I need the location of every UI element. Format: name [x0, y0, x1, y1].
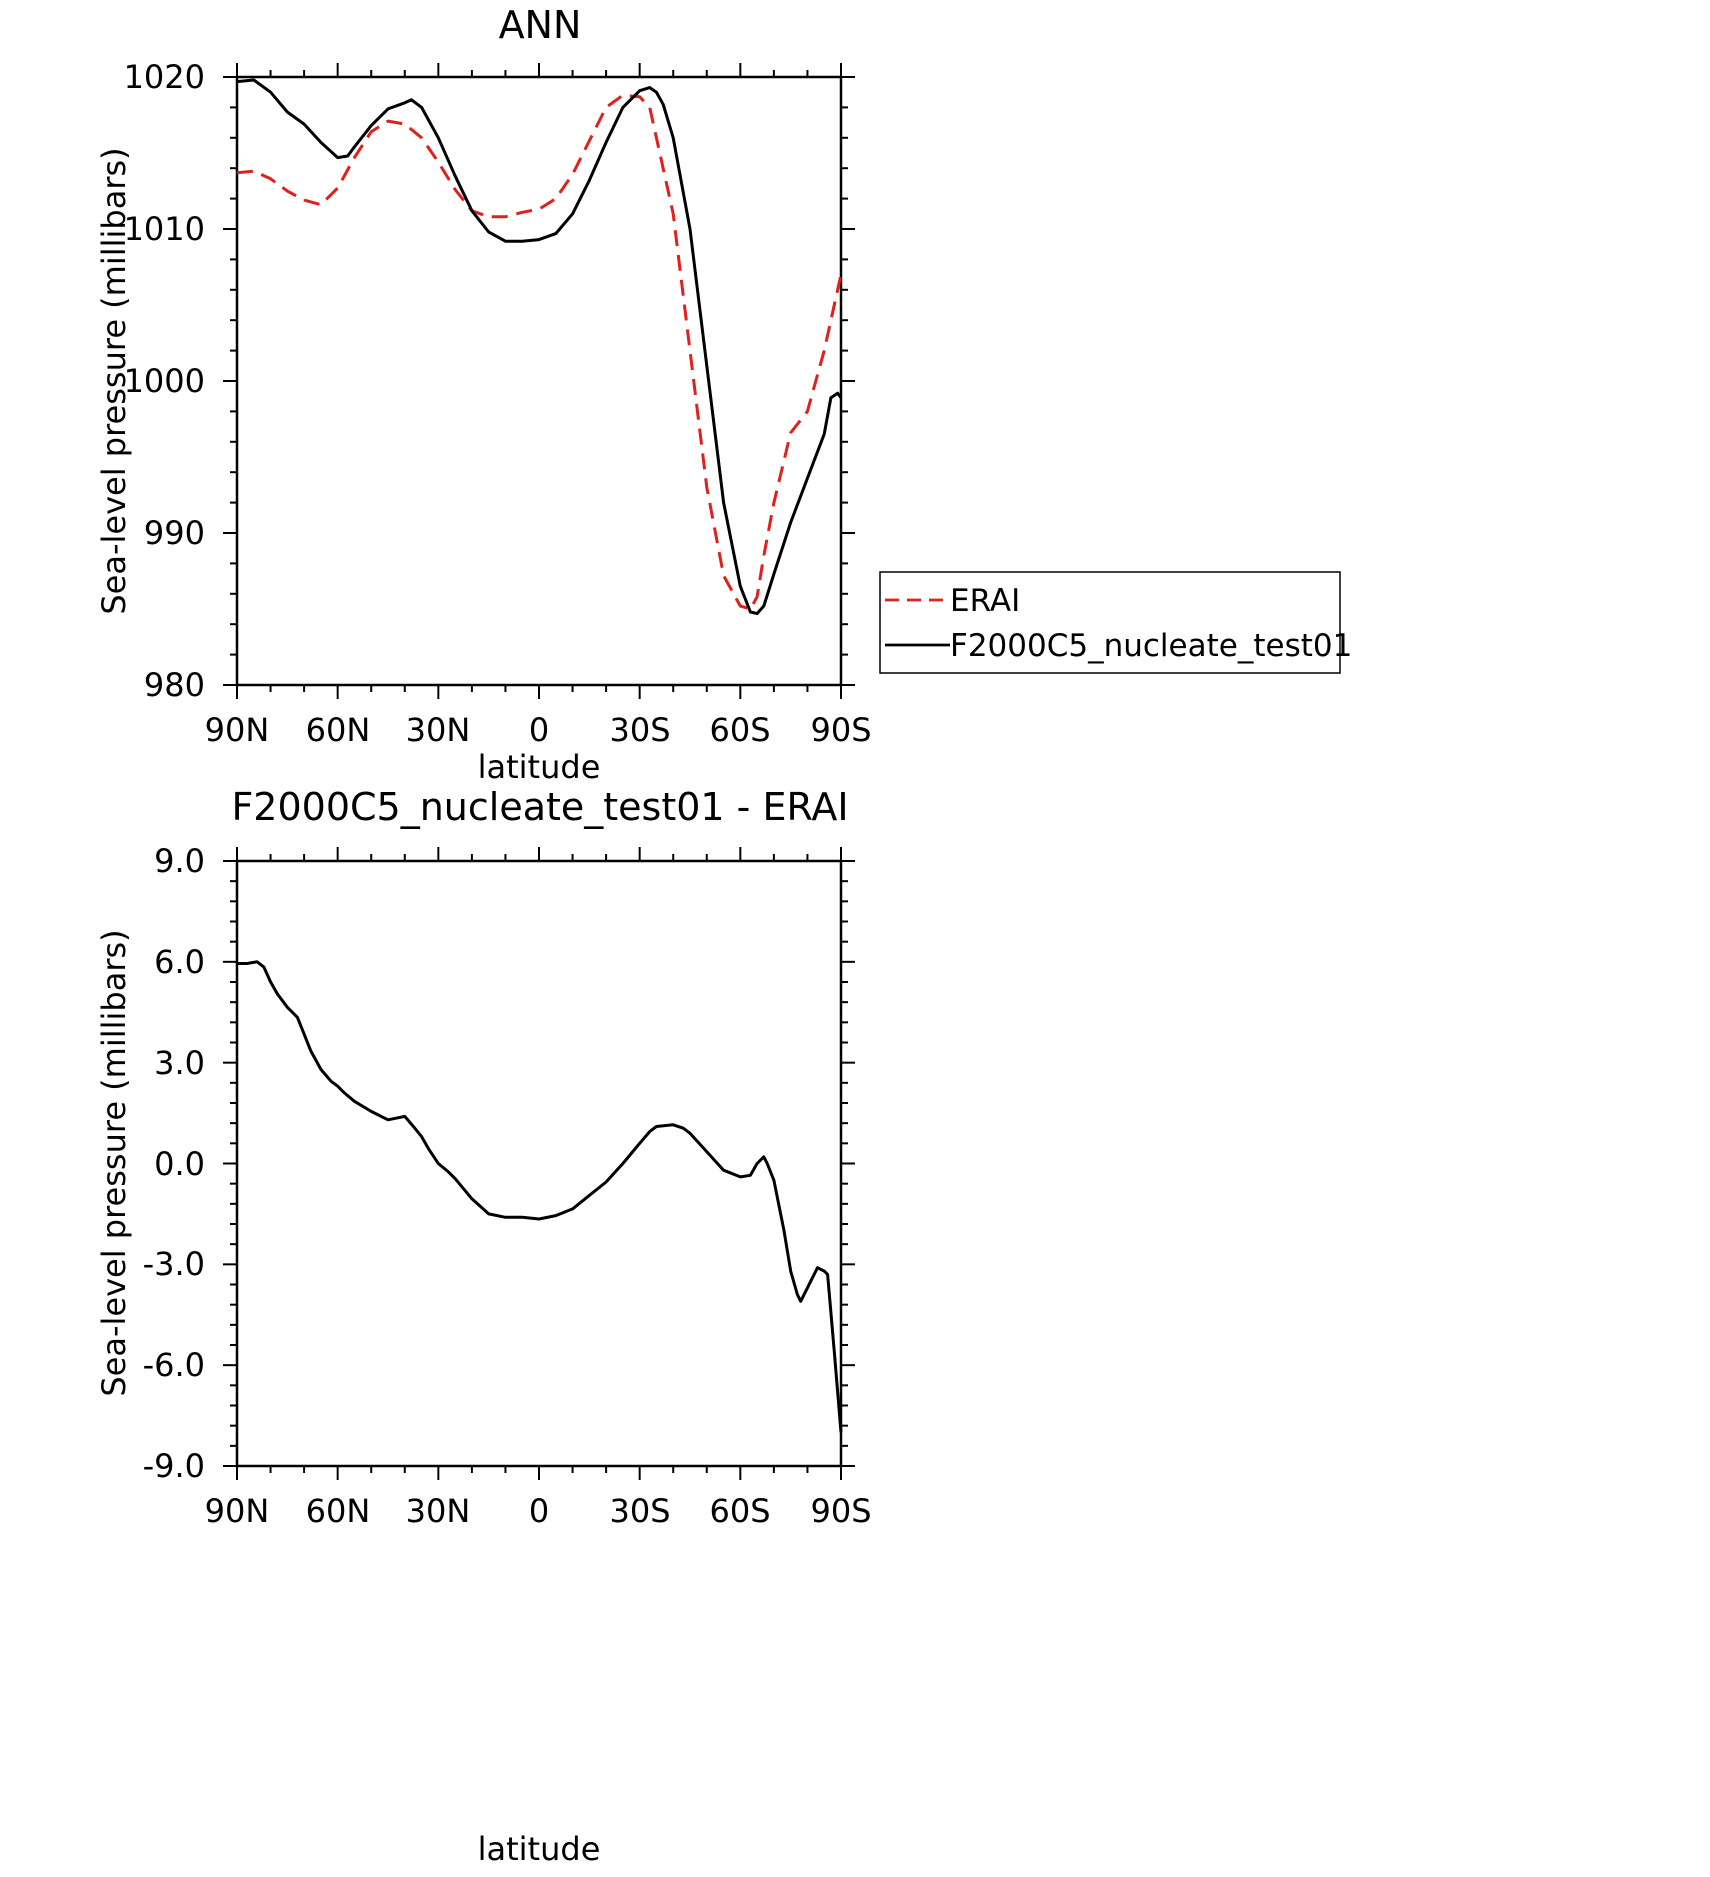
- x-tick-label: 90S: [810, 1492, 871, 1530]
- series-lines: [237, 960, 843, 1433]
- chart-title: ANN: [499, 3, 582, 47]
- chart-title: F2000C5_nucleate_test01 - ERAI: [231, 785, 848, 829]
- tick-marks: [223, 63, 855, 699]
- x-tick-labels: 90N 60N 30N 0 30S 60S 90S: [205, 711, 872, 749]
- y-tick-label: -6.0: [143, 1346, 205, 1384]
- x-tick-label: 30S: [609, 1492, 670, 1530]
- x-tick-label: 90N: [205, 711, 270, 749]
- plot-frame: [235, 859, 843, 1468]
- x-tick-label: 0: [529, 711, 549, 749]
- x-tick-label: 60N: [306, 1492, 371, 1530]
- y-axis-label: Sea-level pressure (millibars): [95, 147, 133, 614]
- x-tick-label: 60N: [306, 711, 371, 749]
- legend-label-model: F2000C5_nucleate_test01: [950, 628, 1352, 664]
- y-tick-label: 3.0: [154, 1044, 205, 1082]
- y-tick-label: 1010: [124, 210, 205, 248]
- y-tick-label: 990: [144, 514, 205, 552]
- legend: ERAI F2000C5_nucleate_test01: [879, 571, 1352, 674]
- y-tick-label: -9.0: [143, 1447, 205, 1485]
- legend-box: [879, 571, 1341, 674]
- y-tick-labels: 980 990 1000 1010 1020: [124, 58, 205, 704]
- series-lines: [236, 78, 843, 616]
- x-tick-label: 60S: [709, 1492, 770, 1530]
- y-tick-label: -3.0: [143, 1245, 205, 1283]
- x-tick-label: 30N: [406, 1492, 471, 1530]
- legend-label-erai: ERAI: [950, 583, 1020, 619]
- y-tick-label: 9.0: [154, 842, 205, 880]
- x-tick-label: 60S: [709, 711, 770, 749]
- x-tick-label: 30N: [406, 711, 471, 749]
- x-axis-label: latitude: [478, 1830, 601, 1868]
- y-tick-label: 980: [144, 666, 205, 704]
- x-tick-labels: 90N 60N 30N 0 30S 60S 90S: [205, 1492, 872, 1530]
- y-tick-label: 1020: [124, 58, 205, 96]
- y-tick-labels: -9.0 -6.0 -3.0 0.0 3.0 6.0 9.0: [143, 842, 205, 1485]
- x-tick-label: 90N: [205, 1492, 270, 1530]
- tick-marks: [223, 847, 855, 1480]
- y-tick-label: 1000: [124, 362, 205, 400]
- y-tick-label: 0.0: [154, 1145, 205, 1183]
- series-line-difference: [237, 960, 843, 1433]
- y-axis-label: Sea-level pressure (millibars): [95, 929, 133, 1396]
- x-axis-label: latitude: [478, 748, 601, 786]
- x-tick-label: 0: [529, 1492, 549, 1530]
- plot-frame: [235, 75, 843, 687]
- y-tick-label: 6.0: [154, 943, 205, 981]
- panel-bottom: F2000C5_nucleate_test01 - ERAI 90N 60N 3…: [95, 785, 872, 1868]
- series-line-erai: [236, 93, 843, 611]
- x-tick-label: 90S: [810, 711, 871, 749]
- series-line-f2000c5-nucleate-test01: [236, 78, 843, 616]
- x-tick-label: 30S: [609, 711, 670, 749]
- panel-top: ANN 90N 60N 30N 0 30S 60S 90S 980 990 10…: [95, 3, 872, 786]
